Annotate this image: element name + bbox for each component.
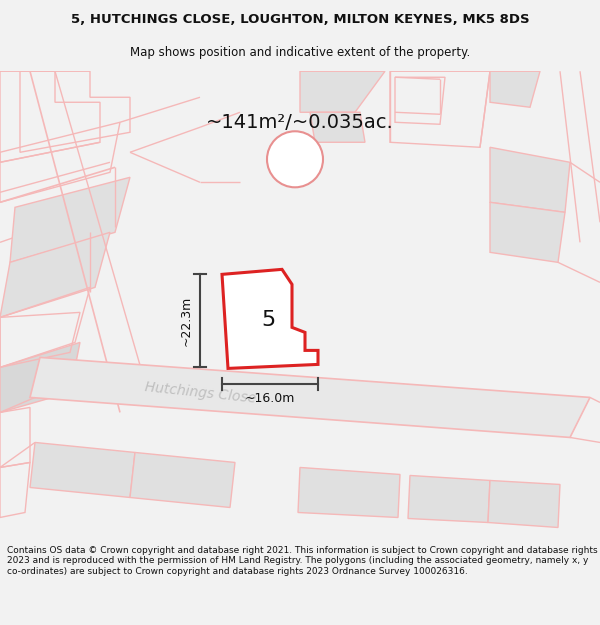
Polygon shape bbox=[298, 468, 400, 518]
Polygon shape bbox=[490, 148, 570, 213]
Text: ~22.3m: ~22.3m bbox=[179, 296, 193, 346]
Polygon shape bbox=[30, 442, 135, 498]
Text: Hutchings Close: Hutchings Close bbox=[143, 379, 256, 405]
Polygon shape bbox=[222, 269, 318, 368]
Polygon shape bbox=[408, 476, 490, 522]
Text: ~141m²/~0.035ac.: ~141m²/~0.035ac. bbox=[206, 112, 394, 132]
Polygon shape bbox=[310, 112, 365, 142]
Polygon shape bbox=[0, 232, 110, 318]
Polygon shape bbox=[10, 177, 130, 262]
Polygon shape bbox=[0, 342, 80, 412]
Text: Contains OS data © Crown copyright and database right 2021. This information is : Contains OS data © Crown copyright and d… bbox=[7, 546, 598, 576]
Polygon shape bbox=[130, 452, 235, 508]
Polygon shape bbox=[30, 357, 590, 437]
Polygon shape bbox=[300, 71, 385, 112]
Text: 5, HUTCHINGS CLOSE, LOUGHTON, MILTON KEYNES, MK5 8DS: 5, HUTCHINGS CLOSE, LOUGHTON, MILTON KEY… bbox=[71, 14, 529, 26]
Circle shape bbox=[267, 131, 323, 188]
Text: Map shows position and indicative extent of the property.: Map shows position and indicative extent… bbox=[130, 46, 470, 59]
Text: ~16.0m: ~16.0m bbox=[245, 392, 295, 405]
Polygon shape bbox=[490, 71, 540, 107]
Polygon shape bbox=[488, 481, 560, 528]
Polygon shape bbox=[490, 202, 565, 262]
Text: 5: 5 bbox=[261, 311, 275, 331]
